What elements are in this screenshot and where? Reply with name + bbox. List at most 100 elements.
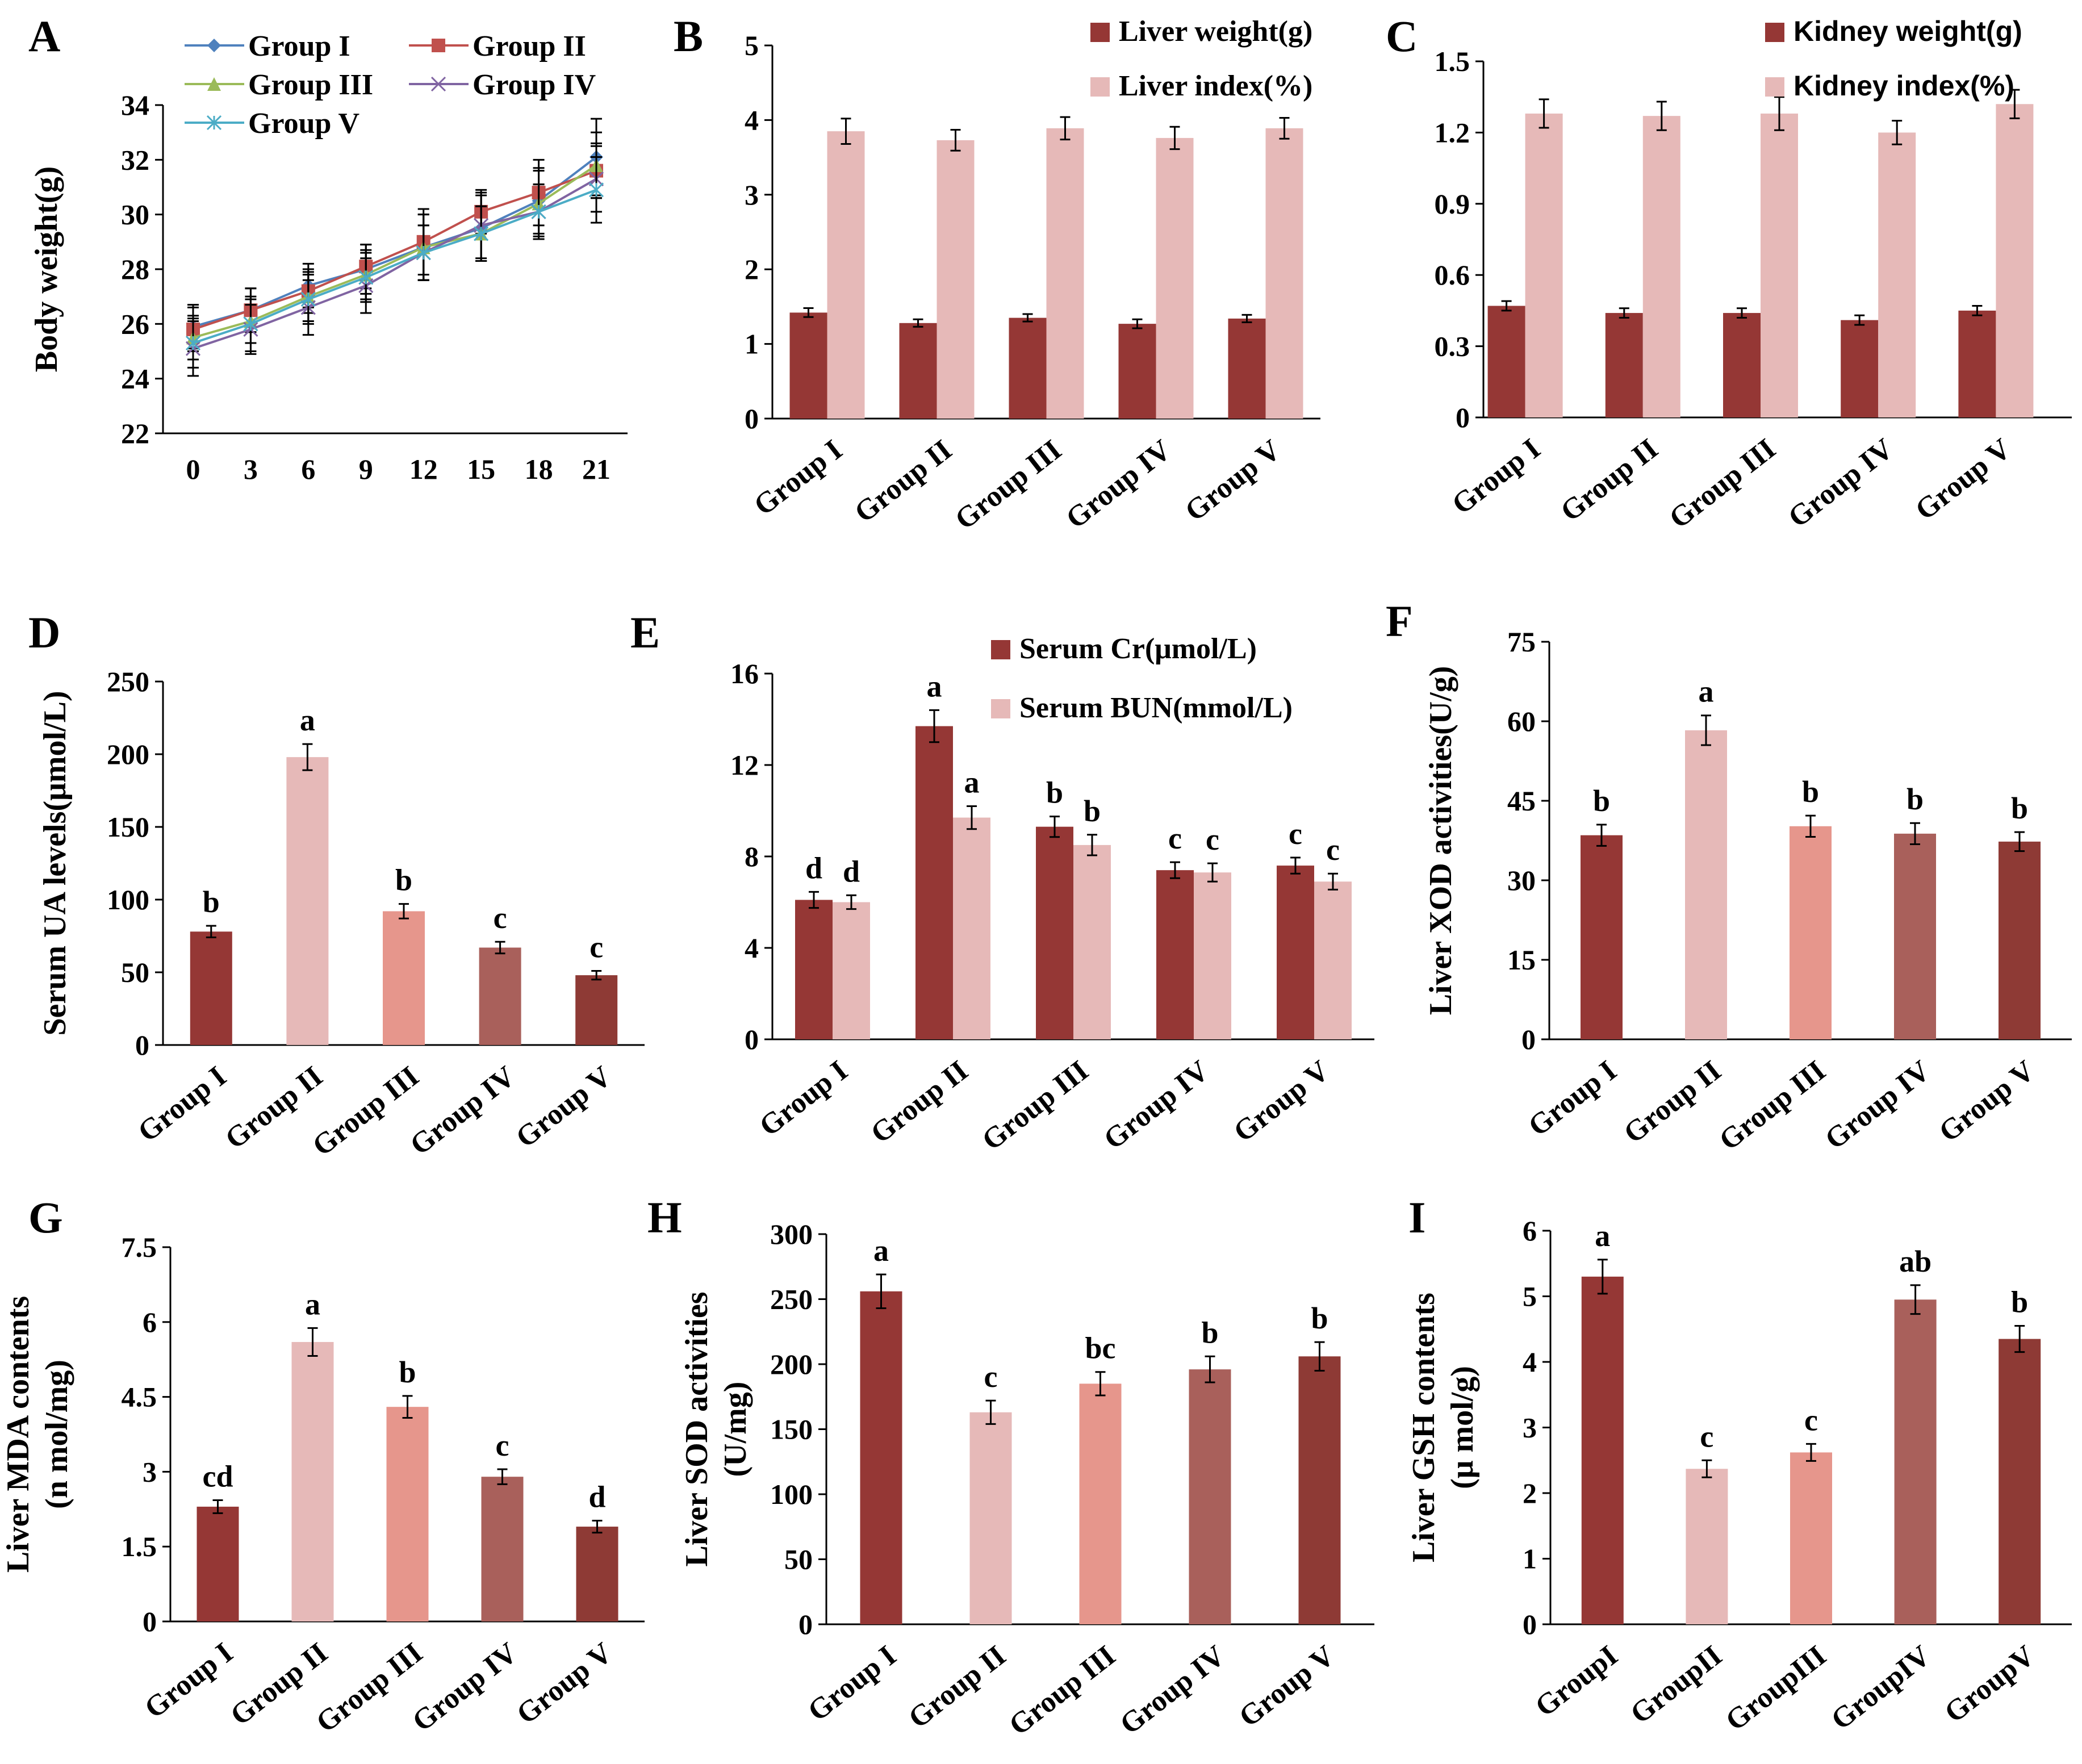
legend-label: Kidney index(%): [1793, 70, 2014, 102]
x-tick-label: Group V: [1179, 434, 1287, 528]
y-axis-label: Liver GSH contents: [1406, 1293, 1441, 1562]
x-tick-label: 0: [186, 453, 200, 485]
bar: [827, 131, 865, 419]
x-tick-label: 15: [467, 453, 495, 485]
significance-letter: a: [1595, 1219, 1610, 1253]
bar: [291, 1341, 334, 1621]
bar: [1118, 324, 1156, 419]
panel-label: G: [28, 1193, 63, 1242]
y-tick-label: 50: [121, 956, 149, 988]
x-tick-label: Group IV: [1114, 1640, 1231, 1741]
significance-letter: c: [1700, 1419, 1713, 1453]
bar: [1999, 841, 2041, 1039]
significance-letter: d: [588, 1480, 605, 1514]
bar: [789, 312, 827, 419]
x-tick-label: Group V: [1228, 1055, 1336, 1149]
x-tick-label: 12: [409, 453, 438, 485]
bar: [1277, 866, 1314, 1039]
series-line: [193, 169, 597, 331]
bar: [899, 323, 937, 419]
bar: [197, 1506, 239, 1621]
x-tick-label: Group V: [1909, 433, 2017, 527]
x-tick-label: Group V: [510, 1060, 618, 1155]
panel-label: I: [1408, 1193, 1425, 1242]
bar: [1894, 833, 1936, 1039]
bar: [1761, 113, 1798, 417]
legend-label: Serum BUN(mmol/L): [1019, 692, 1293, 724]
y-tick-label: 28: [121, 253, 149, 285]
y-tick-label: 26: [121, 308, 149, 340]
panel-I: I 0 1 2 3 4 5 6 Liver GSH contents (μ mol/g) a Grou…: [1406, 1193, 2072, 1737]
y-tick-label: 0: [1523, 1608, 1537, 1640]
significance-letter: c: [494, 901, 507, 935]
y-tick-label: 7.5: [122, 1231, 157, 1263]
significance-letter: b: [1046, 776, 1063, 810]
bar: [860, 1291, 902, 1624]
x-tick-label: Group IV: [1819, 1055, 1936, 1156]
y-axis-label-unit: (μ mol/g): [1445, 1366, 1480, 1489]
x-tick-label: Group I: [802, 1640, 902, 1728]
y-tick-label: 1.2: [1435, 116, 1470, 148]
x-tick-label: Group V: [511, 1637, 618, 1731]
y-tick-label: 12: [730, 749, 759, 781]
bar: [953, 817, 990, 1039]
y-axis-label-unit: (n mol/mg): [39, 1360, 74, 1509]
bar: [1999, 1339, 2041, 1624]
bar: [1642, 116, 1680, 417]
bar: [1686, 1469, 1728, 1624]
legend-label: Serum Cr(μmol/L): [1019, 633, 1257, 665]
bar: [286, 757, 329, 1045]
x-tick-label: GroupI: [1529, 1640, 1624, 1724]
legend-label: Group I: [248, 30, 350, 62]
significance-letter: a: [964, 765, 980, 799]
y-tick-label: 5: [745, 30, 759, 61]
bar: [386, 1407, 429, 1621]
panel-G: G 0 1.5 3 4.5 6 7.5 Liver MDA contents (n mol/mg…: [1, 1193, 645, 1739]
bar: [1790, 1452, 1832, 1624]
bar: [576, 1527, 618, 1621]
bar: [1996, 104, 2034, 418]
y-tick-label: 22: [121, 417, 149, 449]
significance-letter: b: [1907, 782, 1924, 816]
bar: [795, 900, 833, 1039]
significance-letter: b: [1084, 794, 1101, 828]
bar: [1605, 313, 1643, 417]
y-tick-label: 50: [784, 1544, 813, 1575]
y-tick-label: 1.5: [122, 1531, 157, 1562]
x-tick-label: 21: [582, 453, 611, 485]
x-tick-label: GroupIII: [1720, 1640, 1832, 1737]
x-tick-label: Group I: [132, 1060, 233, 1149]
x-tick-label: 9: [359, 453, 373, 485]
series-line: [193, 164, 597, 339]
significance-letter: c: [496, 1428, 509, 1462]
x-tick-label: Group IV: [404, 1060, 521, 1162]
bar: [833, 902, 870, 1039]
bar: [1487, 306, 1525, 417]
y-tick-label: 4: [745, 932, 759, 964]
significance-letter: b: [395, 863, 412, 897]
y-tick-label: 16: [730, 658, 759, 689]
panel-label: C: [1386, 11, 1418, 61]
significance-letter: d: [805, 851, 822, 885]
legend-swatch: [1765, 23, 1784, 42]
y-tick-label: 8: [745, 841, 759, 872]
y-tick-label: 30: [1507, 864, 1536, 896]
y-tick-label: 4.5: [122, 1381, 157, 1413]
y-tick-label: 3: [1523, 1412, 1537, 1444]
y-axis-label: Liver SOD activities: [679, 1291, 714, 1566]
x-tick-label: 6: [301, 453, 315, 485]
bar: [1156, 870, 1194, 1039]
y-tick-label: 200: [107, 738, 149, 770]
significance-letter: c: [590, 930, 603, 964]
y-tick-label: 300: [770, 1218, 813, 1250]
y-tick-label: 6: [1523, 1215, 1537, 1247]
panel-F: F 0 15 30 45 60 75 Liver XOD activities(U/g) b Gr…: [1386, 596, 2072, 1157]
x-tick-label: Group I: [748, 434, 848, 522]
y-tick-label: 0.6: [1435, 259, 1470, 291]
series-line: [193, 189, 597, 344]
bar: [1079, 1383, 1122, 1624]
legend-label: Group III: [248, 69, 373, 101]
legend-label: Group V: [248, 107, 359, 140]
